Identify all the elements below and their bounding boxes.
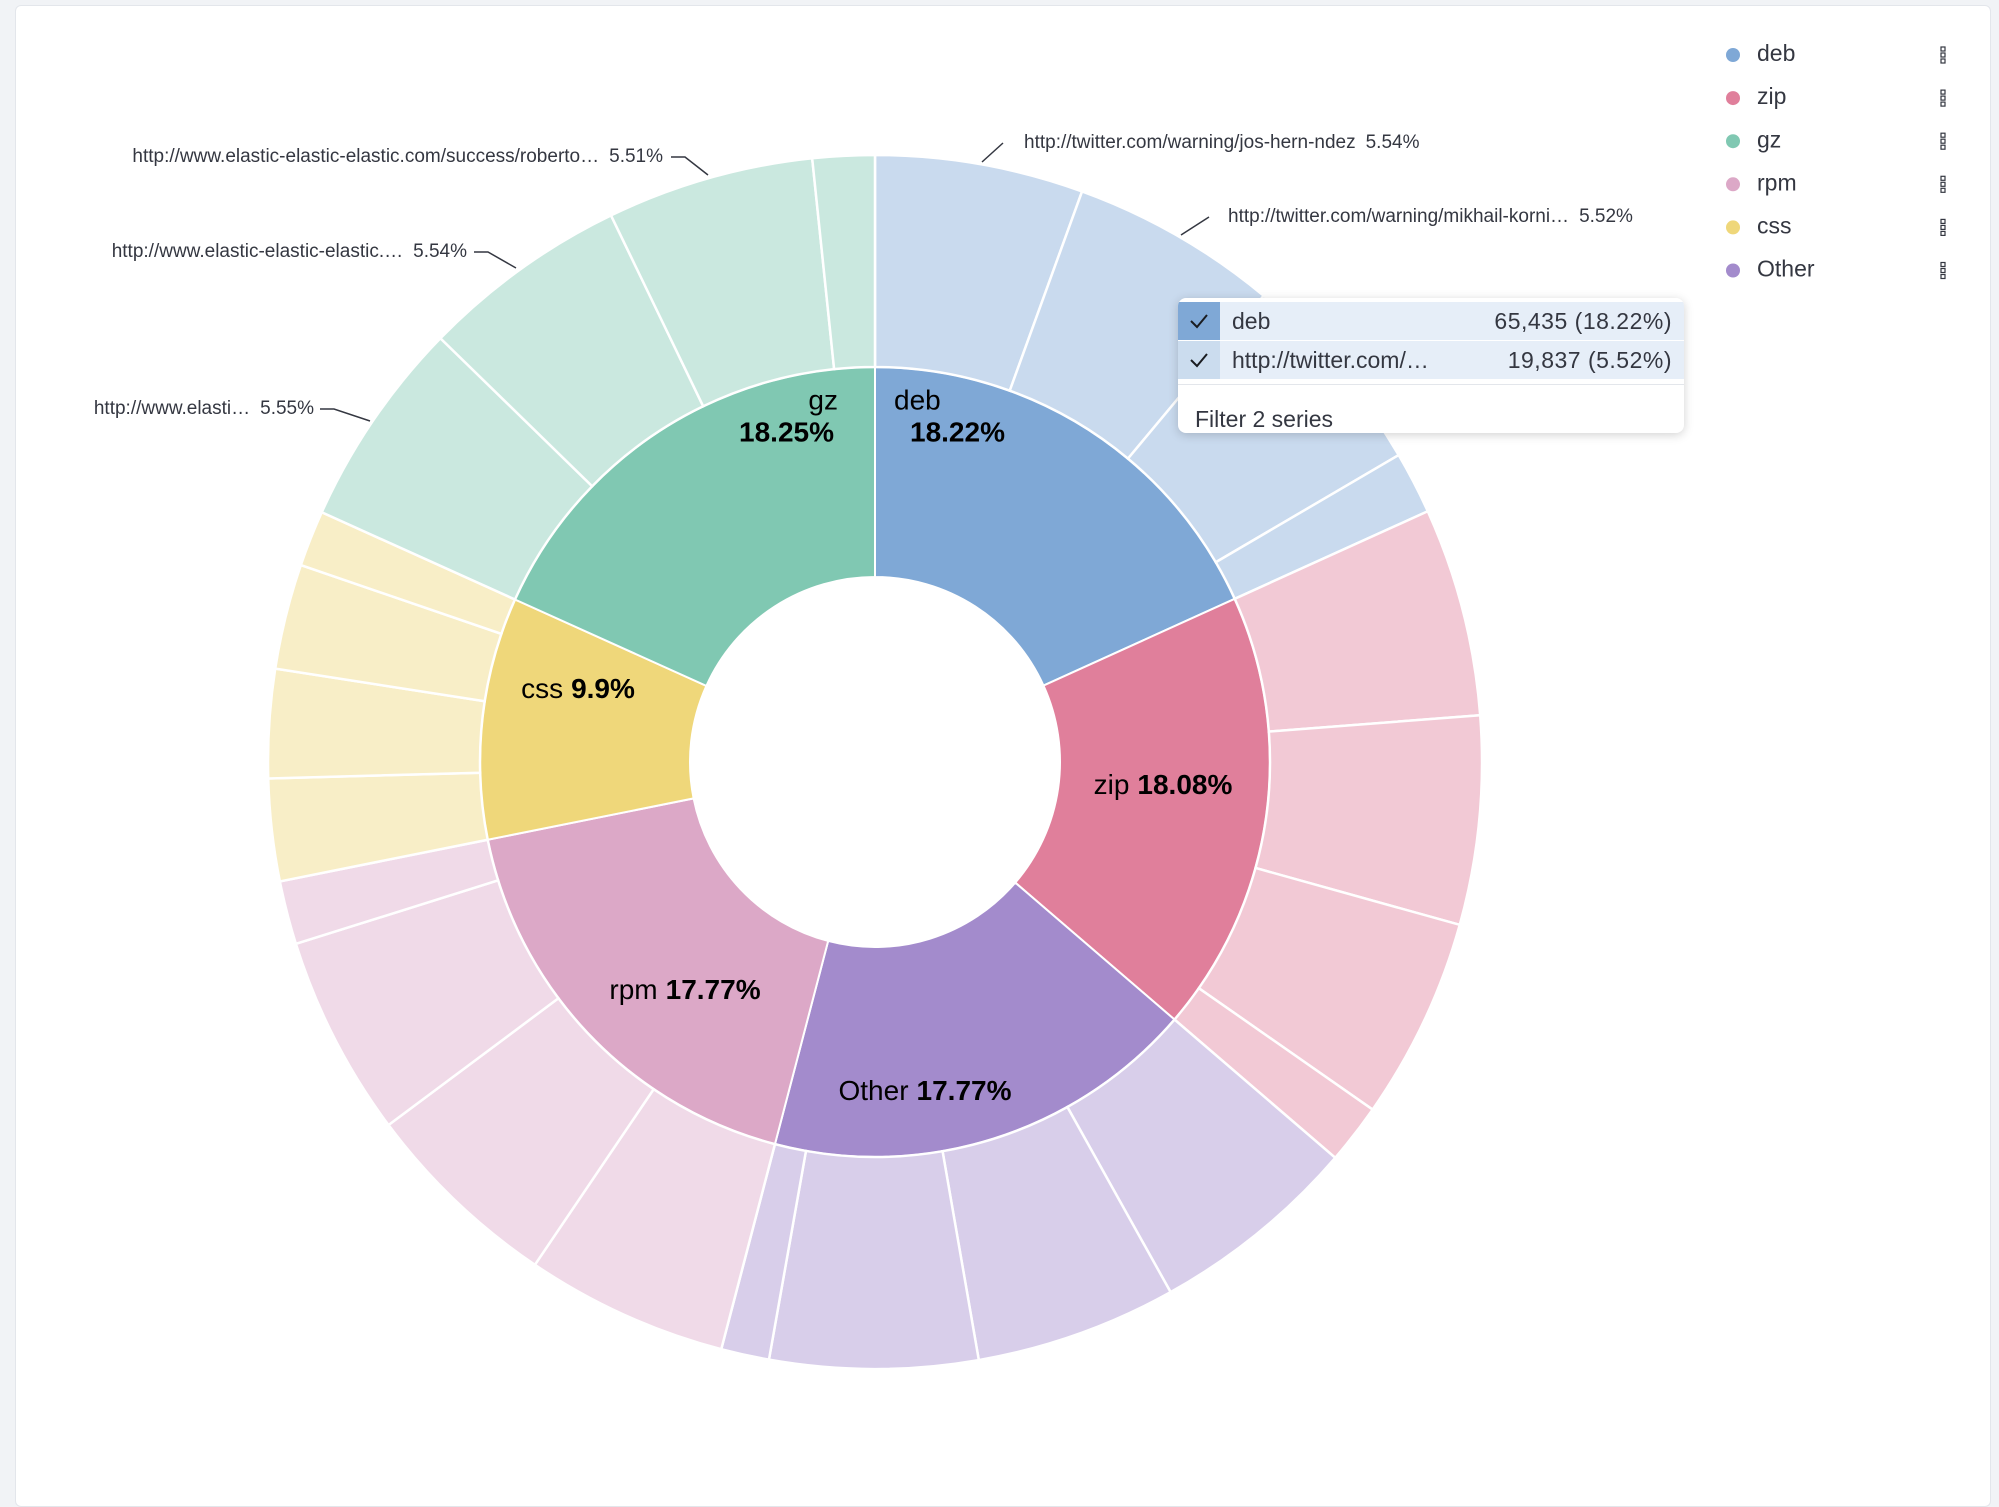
outer-label-value: 5.54%: [1366, 132, 1420, 153]
leader-line: [320, 408, 371, 422]
chart-panel: [15, 5, 1991, 1507]
tooltip-row: deb 65,435 (18.22%): [1178, 302, 1684, 340]
legend-label: zip: [1757, 83, 1786, 109]
leader-line: [1180, 216, 1210, 236]
legend-swatch: [1726, 91, 1740, 106]
legend-menu-dot: [1940, 224, 1946, 230]
leader-line: [671, 156, 709, 176]
outer-label: http://twitter.com/warning/mikhail-korni…: [1228, 206, 1633, 227]
legend-menu-dot: [1940, 175, 1946, 181]
segment-value-label: 17.77%: [666, 974, 761, 1005]
outer-label-value: 5.55%: [260, 398, 314, 419]
legend-menu-dot: [1940, 101, 1946, 107]
legend-menu-dot: [1940, 132, 1946, 138]
outer-label-value: 5.52%: [1579, 206, 1633, 227]
outer-label-name: http://www.elastic-elastic-elastic.com/s…: [132, 146, 599, 167]
legend-menu-dot: [1940, 95, 1946, 101]
outer-segment: [810, 153, 877, 371]
tooltip-row: http://twitter.com/… 19,837 (5.52%): [1178, 341, 1684, 379]
legend-swatch: [1726, 263, 1740, 278]
outer-label-value: 5.51%: [609, 146, 663, 167]
segment-value-label: 18.22%: [910, 416, 1005, 447]
segment-name: Other: [839, 1075, 909, 1106]
legend-menu-dot: [1940, 273, 1946, 280]
legend-swatch: [1726, 220, 1740, 235]
legend-swatch: [1726, 48, 1740, 62]
filter-action[interactable]: Filter 2 series: [1195, 406, 1334, 432]
legend-label: deb: [1757, 40, 1795, 66]
segment-name: zip: [1094, 769, 1130, 800]
legend-menu-dot: [1940, 261, 1946, 268]
legend-swatch: [1726, 177, 1740, 192]
legend-label: css: [1757, 212, 1792, 238]
segment-label: rpm 17.77%: [609, 974, 760, 1005]
legend-swatch: [1726, 134, 1740, 149]
leader-line: [474, 251, 517, 269]
outer-label-name: http://www.elastic-elastic-elastic.…: [112, 241, 403, 262]
tooltip-label: deb: [1232, 307, 1271, 334]
segment-label: gz: [808, 384, 838, 415]
leader-line: [981, 142, 1004, 163]
legend-label: gz: [1757, 126, 1781, 152]
checkbox[interactable]: [1178, 341, 1220, 379]
legend-label: Other: [1757, 256, 1815, 282]
segment-value-label: 18.25%: [739, 416, 834, 447]
legend-menu-dot: [1940, 52, 1946, 58]
segment-label: Other 17.77%: [839, 1075, 1012, 1106]
segment-label: css 9.9%: [521, 673, 635, 704]
segment-label: deb: [894, 384, 941, 415]
legend-menu-dot: [1940, 46, 1946, 52]
check-icon: [1190, 353, 1208, 368]
legend-menu-dot: [1940, 218, 1946, 224]
legend-label: rpm: [1757, 169, 1797, 195]
legend-menu-dot: [1940, 267, 1946, 274]
segment-name: rpm: [609, 974, 657, 1005]
tooltip-value: 19,837 (5.52%): [1507, 346, 1672, 373]
segment-value-label: 17.77%: [917, 1075, 1012, 1106]
legend-menu-dot: [1940, 138, 1946, 144]
legend-menu-dot: [1940, 89, 1946, 95]
tooltip-label: http://twitter.com/…: [1232, 346, 1429, 373]
outer-label-name: http://twitter.com/warning/jos-hern-ndez: [1024, 132, 1356, 153]
outer-label-value: 5.54%: [413, 241, 467, 262]
legend-menu-dot: [1940, 58, 1946, 64]
tooltip: deb 65,435 (18.22%) http://twitter.com/……: [1178, 298, 1684, 433]
outer-label-name: http://twitter.com/warning/mikhail-korni…: [1228, 206, 1569, 227]
legend-menu-dot: [1940, 230, 1946, 236]
outer-label-name: http://www.elasti…: [94, 398, 250, 419]
segment-name: css: [521, 673, 563, 704]
outer-label: http://twitter.com/warning/jos-hern-ndez…: [1024, 132, 1420, 153]
checkbox[interactable]: [1178, 302, 1220, 340]
segment-label: zip 18.08%: [1094, 769, 1233, 800]
legend-menu-dot: [1940, 181, 1946, 187]
segment-value-label: 9.9%: [571, 673, 635, 704]
legend-menu-dot: [1940, 144, 1946, 150]
outer-label: http://www.elastic-elastic-elastic.com/s…: [132, 146, 663, 167]
outer-label: http://www.elastic-elastic-elastic.… 5.54…: [112, 241, 467, 262]
tooltip-value: 65,435 (18.22%): [1494, 307, 1672, 334]
divider: [1178, 384, 1684, 385]
legend-menu-dot: [1940, 187, 1946, 193]
outer-label: http://www.elasti… 5.55%: [94, 398, 314, 419]
check-icon: [1190, 314, 1208, 329]
segment-value-label: 18.08%: [1137, 769, 1232, 800]
